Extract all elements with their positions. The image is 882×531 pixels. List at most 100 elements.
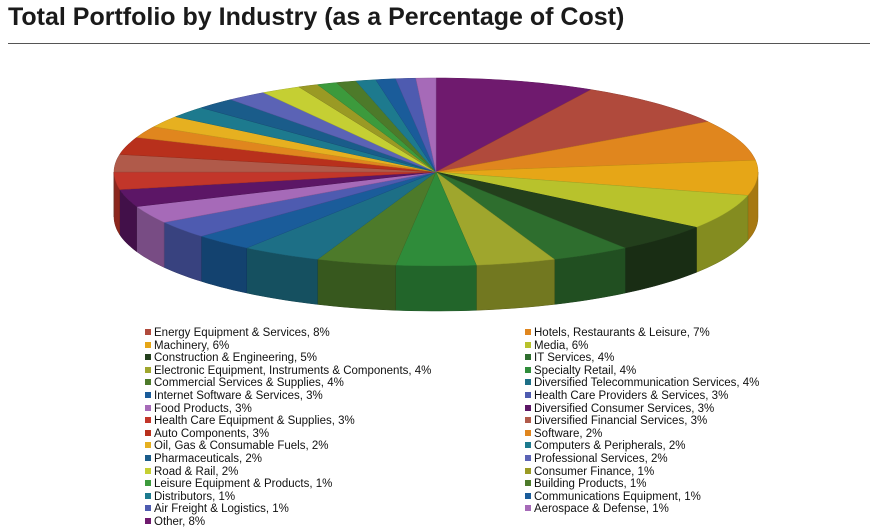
legend-item: Health Care Providers & Services, 3%: [525, 390, 728, 402]
pie-slice-other: [435, 77, 592, 173]
legend-label: Diversified Consumer Services, 3%: [534, 402, 715, 415]
legend-label: Diversified Telecommunication Services, …: [534, 377, 760, 390]
legend-item: Software, 2%: [525, 428, 602, 440]
legend-swatch: [525, 467, 531, 474]
legend-swatch: [145, 404, 151, 411]
legend-label: Construction & Engineering, 5%: [154, 352, 318, 365]
pie-top: [113, 77, 759, 267]
pie-slice-aerospace-defense: [415, 77, 437, 173]
pie-slice-road-rail: [262, 86, 437, 173]
legend-label: Computers & Peripherals, 2%: [534, 440, 686, 453]
legend-swatch: [145, 518, 151, 524]
pie-slice-media: [435, 171, 749, 228]
legend-swatch: [145, 480, 151, 487]
legend-label: Hotels, Restaurants & Leisure, 7%: [534, 327, 710, 339]
legend-swatch: [525, 366, 531, 373]
legend-item: Diversified Consumer Services, 3%: [525, 403, 714, 415]
legend-item: Internet Software & Services, 3%: [145, 390, 323, 402]
pie-slice-diversified-telecommunication-services: [245, 171, 437, 260]
legend-item: Communications Equipment, 1%: [525, 491, 701, 503]
legend-item: Professional Services, 2%: [525, 453, 668, 465]
legend-label: Other, 8%: [154, 516, 206, 528]
legend-label: Communications Equipment, 1%: [534, 490, 701, 503]
legend-swatch: [145, 467, 151, 474]
legend-swatch: [525, 392, 531, 398]
legend-swatch: [525, 329, 531, 335]
pie-slice-software: [135, 126, 437, 173]
legend-label: Professional Services, 2%: [534, 453, 668, 465]
legend-label: Specialty Retail, 4%: [534, 364, 637, 377]
legend-item: Electronic Equipment, Instruments & Comp…: [145, 365, 431, 377]
legend-swatch: [145, 341, 151, 348]
legend-label: Diversified Financial Services, 3%: [534, 415, 708, 428]
legend-swatch: [145, 329, 151, 335]
legend-swatch: [525, 442, 531, 449]
legend-label: Food Products, 3%: [154, 402, 252, 415]
legend-label: Electronic Equipment, Instruments & Comp…: [154, 364, 432, 377]
pie-slice-it-services: [435, 171, 627, 260]
legend-item: Road & Rail, 2%: [145, 466, 238, 478]
pie-slice-construction-engineering: [435, 171, 698, 249]
pie-slice-professional-services: [229, 92, 437, 173]
legend-swatch: [525, 404, 531, 411]
legend-label: Aerospace & Defense, 1%: [534, 503, 669, 516]
legend-swatch: [145, 429, 151, 436]
legend-swatch: [525, 492, 531, 499]
legend-item: Food Products, 3%: [145, 403, 252, 415]
legend-item: Computers & Peripherals, 2%: [525, 440, 685, 452]
pie-slice-energy-equipment-services: [435, 89, 709, 173]
legend-swatch: [525, 354, 531, 361]
legend-label: Road & Rail, 2%: [154, 465, 239, 478]
legend-swatch: [145, 354, 151, 361]
legend-label: Distributors, 1%: [154, 490, 236, 503]
legend-label: Media, 6%: [534, 339, 589, 352]
legend-swatch: [145, 417, 151, 424]
pie-slice-hotels-restaurants-leisure: [435, 121, 756, 173]
legend-swatch: [145, 366, 151, 373]
legend-swatch: [145, 492, 151, 499]
legend-item: Construction & Engineering, 5%: [145, 352, 317, 364]
legend-item: Pharmaceuticals, 2%: [145, 453, 262, 465]
pie-chart: [113, 77, 759, 312]
pie-slice-pharmaceuticals: [200, 99, 437, 173]
legend-label: Air Freight & Logistics, 1%: [154, 503, 289, 516]
pie-slice-auto-components: [119, 137, 437, 173]
legend-item: Consumer Finance, 1%: [525, 466, 654, 478]
pie-slice-machinery: [435, 159, 759, 196]
title-divider: [8, 43, 870, 44]
legend-label: Consumer Finance, 1%: [534, 465, 655, 478]
pie-slice-commercial-services-supplies: [316, 171, 437, 266]
pie-slice-specialty-retail: [395, 171, 477, 267]
pie-side-walls: [113, 171, 759, 312]
legend-item: Aerospace & Defense, 1%: [525, 503, 669, 515]
legend-item: Specialty Retail, 4%: [525, 365, 636, 377]
legend-item: Leisure Equipment & Products, 1%: [145, 478, 332, 490]
legend-swatch: [525, 417, 531, 424]
legend-swatch: [145, 392, 151, 398]
legend-item: Auto Components, 3%: [145, 428, 269, 440]
legend-item: Diversified Financial Services, 3%: [525, 415, 707, 427]
legend-swatch: [145, 442, 151, 449]
legend-swatch: [525, 429, 531, 436]
legend-item: Health Care Equipment & Supplies, 3%: [145, 415, 355, 427]
pie-side-commercial-services-supplies: [317, 259, 396, 311]
pie-side-electronic-equipment-instruments-components: [476, 259, 555, 311]
legend-label: Building Products, 1%: [534, 478, 647, 491]
legend-label: Commercial Services & Supplies, 4%: [154, 377, 344, 390]
pie-side-specialty-retail: [395, 265, 477, 312]
legend-label: Oil, Gas & Consumable Fuels, 2%: [154, 440, 329, 453]
legend-swatch: [525, 505, 531, 512]
legend-label: Software, 2%: [534, 427, 603, 440]
pie-slice-health-care-providers-services: [163, 171, 437, 237]
pie-slice-internet-software-services: [200, 171, 437, 249]
pie-slice-electronic-equipment-instruments-components: [435, 171, 556, 266]
legend-swatch: [145, 505, 151, 512]
pie-slice-food-products: [135, 171, 437, 223]
pie-slice-health-care-equipment-supplies: [113, 171, 437, 190]
legend-item: Other, 8%: [145, 516, 205, 528]
pie-slice-computers-peripherals: [174, 107, 437, 173]
legend-label: IT Services, 4%: [534, 352, 615, 365]
legend-item: Diversified Telecommunication Services, …: [525, 377, 759, 389]
legend-swatch: [145, 455, 151, 461]
legend-item: Machinery, 6%: [145, 340, 229, 352]
